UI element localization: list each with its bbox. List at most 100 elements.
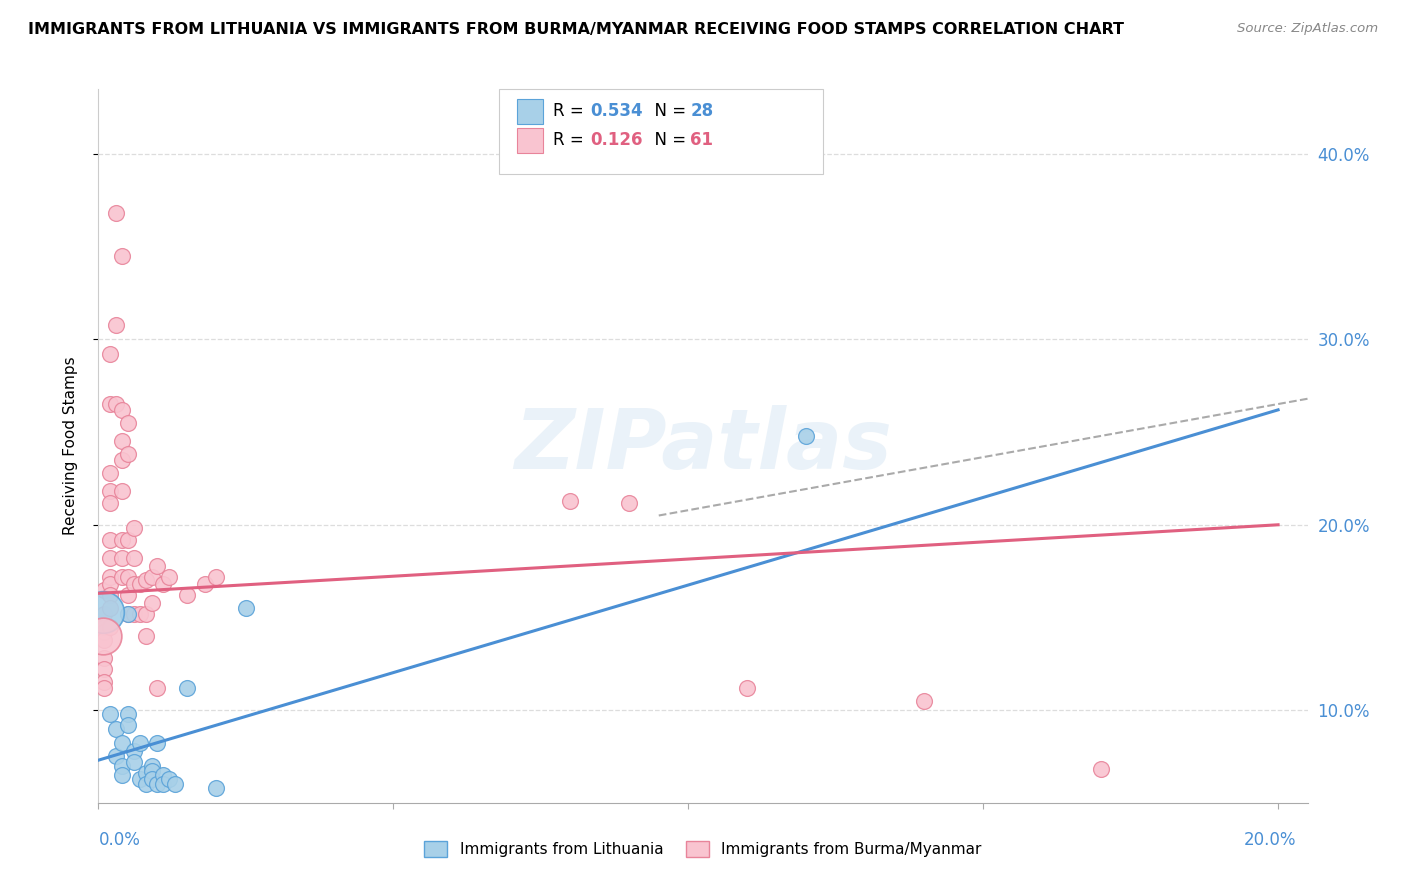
Point — [111, 249, 134, 263]
Point — [105, 749, 128, 764]
Point — [98, 577, 121, 591]
Point — [111, 484, 134, 499]
Point — [152, 577, 174, 591]
Point — [105, 722, 128, 736]
Point — [912, 694, 935, 708]
Point — [98, 466, 121, 480]
Point — [98, 397, 121, 411]
Point — [157, 772, 180, 786]
Text: 0.126: 0.126 — [591, 131, 643, 149]
Point — [111, 434, 134, 449]
Point — [152, 777, 174, 791]
Point — [122, 577, 145, 591]
Point — [122, 755, 145, 769]
Text: 0.0%: 0.0% — [98, 830, 141, 848]
Point — [165, 777, 187, 791]
Point — [135, 777, 157, 791]
Point — [111, 453, 134, 467]
Point — [91, 605, 114, 619]
Point — [619, 495, 641, 509]
Text: N =: N = — [644, 103, 692, 120]
Point — [111, 758, 134, 772]
Point — [146, 681, 169, 695]
Point — [111, 551, 134, 566]
Text: IMMIGRANTS FROM LITHUANIA VS IMMIGRANTS FROM BURMA/MYANMAR RECEIVING FOOD STAMPS: IMMIGRANTS FROM LITHUANIA VS IMMIGRANTS … — [28, 22, 1125, 37]
Point — [235, 601, 257, 615]
Point — [128, 772, 150, 786]
Point — [98, 601, 121, 615]
Point — [117, 607, 139, 621]
Point — [205, 569, 228, 583]
Point — [98, 588, 121, 602]
Point — [105, 318, 128, 332]
Point — [141, 764, 163, 779]
Point — [141, 569, 163, 583]
Point — [117, 607, 139, 621]
Point — [98, 347, 121, 361]
Point — [105, 206, 128, 220]
Point — [117, 416, 139, 430]
Y-axis label: Receiving Food Stamps: Receiving Food Stamps — [63, 357, 77, 535]
Text: ZIPatlas: ZIPatlas — [515, 406, 891, 486]
Point — [98, 620, 121, 634]
Text: Source: ZipAtlas.com: Source: ZipAtlas.com — [1237, 22, 1378, 36]
Point — [135, 574, 157, 588]
Point — [146, 737, 169, 751]
Point — [560, 493, 582, 508]
Text: 61: 61 — [690, 131, 713, 149]
Point — [128, 607, 150, 621]
Point — [93, 620, 115, 634]
Point — [1090, 763, 1112, 777]
Point — [194, 577, 217, 591]
Point — [93, 582, 115, 597]
Point — [98, 706, 121, 721]
Text: 20.0%: 20.0% — [1243, 830, 1296, 848]
Point — [93, 651, 115, 665]
Point — [111, 533, 134, 547]
Point — [98, 533, 121, 547]
Point — [117, 706, 139, 721]
Point — [93, 662, 115, 676]
Point — [141, 772, 163, 786]
Point — [122, 744, 145, 758]
Text: R =: R = — [553, 103, 589, 120]
Point — [93, 675, 115, 690]
Point — [93, 607, 115, 621]
Point — [93, 681, 115, 695]
Point — [146, 777, 169, 791]
Point — [111, 402, 134, 417]
Point — [176, 588, 198, 602]
Text: R =: R = — [553, 131, 589, 149]
Point — [117, 718, 139, 732]
Point — [98, 495, 121, 509]
Point — [141, 758, 163, 772]
Point — [735, 681, 758, 695]
Point — [794, 429, 817, 443]
Point — [111, 768, 134, 782]
Point — [117, 569, 139, 583]
Point — [122, 551, 145, 566]
Point — [122, 521, 145, 535]
Point — [98, 484, 121, 499]
Text: 0.534: 0.534 — [591, 103, 643, 120]
Point — [141, 596, 163, 610]
Point — [117, 588, 139, 602]
Point — [135, 607, 157, 621]
Text: N =: N = — [644, 131, 692, 149]
Point — [135, 629, 157, 643]
Point — [93, 632, 115, 647]
Legend: Immigrants from Lithuania, Immigrants from Burma/Myanmar: Immigrants from Lithuania, Immigrants fr… — [419, 835, 987, 863]
Point — [152, 768, 174, 782]
Text: 28: 28 — [690, 103, 713, 120]
Point — [91, 629, 114, 643]
Point — [135, 766, 157, 780]
Point — [93, 625, 115, 640]
Point — [98, 551, 121, 566]
Point — [117, 533, 139, 547]
Point — [157, 569, 180, 583]
Point — [146, 558, 169, 573]
Point — [111, 737, 134, 751]
Point — [111, 569, 134, 583]
Point — [98, 569, 121, 583]
Point — [122, 607, 145, 621]
